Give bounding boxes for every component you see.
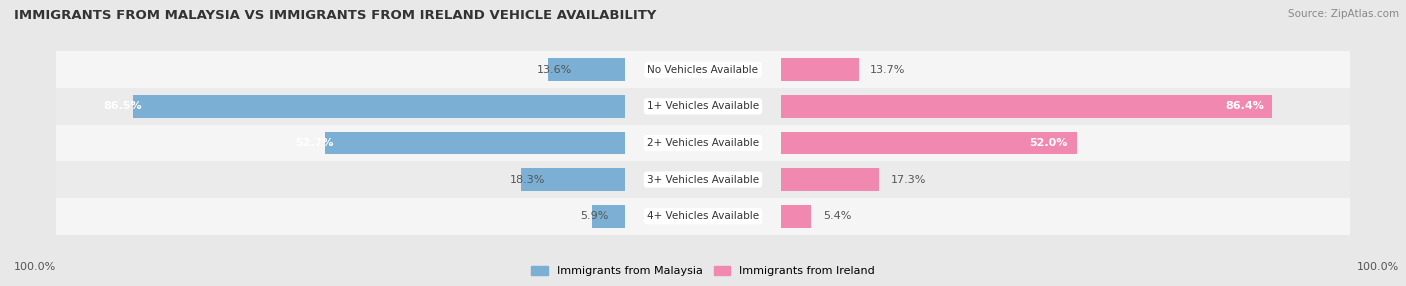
Text: 52.7%: 52.7% [295, 138, 335, 148]
Text: 100.0%: 100.0% [1357, 262, 1399, 272]
FancyBboxPatch shape [56, 125, 626, 161]
Bar [780, 132, 1077, 154]
Bar [780, 58, 859, 81]
Text: 17.3%: 17.3% [890, 175, 925, 184]
FancyBboxPatch shape [626, 198, 780, 235]
FancyBboxPatch shape [780, 198, 1350, 235]
Text: 13.6%: 13.6% [537, 65, 572, 75]
Text: 4+ Vehicles Available: 4+ Vehicles Available [647, 211, 759, 221]
FancyBboxPatch shape [56, 161, 626, 198]
Legend: Immigrants from Malaysia, Immigrants from Ireland: Immigrants from Malaysia, Immigrants fro… [527, 261, 879, 281]
Text: 5.4%: 5.4% [823, 211, 851, 221]
Text: 1+ Vehicles Available: 1+ Vehicles Available [647, 102, 759, 111]
FancyBboxPatch shape [780, 125, 1350, 161]
Bar [134, 95, 626, 118]
Text: Source: ZipAtlas.com: Source: ZipAtlas.com [1288, 9, 1399, 19]
Text: 100.0%: 100.0% [14, 262, 56, 272]
Text: 3+ Vehicles Available: 3+ Vehicles Available [647, 175, 759, 184]
Text: 86.5%: 86.5% [103, 102, 142, 111]
Text: 13.7%: 13.7% [870, 65, 905, 75]
FancyBboxPatch shape [56, 198, 626, 235]
Bar [592, 205, 626, 228]
Text: 86.4%: 86.4% [1225, 102, 1264, 111]
FancyBboxPatch shape [56, 88, 626, 125]
Text: IMMIGRANTS FROM MALAYSIA VS IMMIGRANTS FROM IRELAND VEHICLE AVAILABILITY: IMMIGRANTS FROM MALAYSIA VS IMMIGRANTS F… [14, 9, 657, 21]
FancyBboxPatch shape [626, 125, 780, 161]
Bar [780, 205, 811, 228]
Text: 52.0%: 52.0% [1029, 138, 1069, 148]
Bar [548, 58, 626, 81]
FancyBboxPatch shape [780, 161, 1350, 198]
FancyBboxPatch shape [626, 161, 780, 198]
FancyBboxPatch shape [780, 51, 1350, 88]
Bar [780, 95, 1272, 118]
Text: 2+ Vehicles Available: 2+ Vehicles Available [647, 138, 759, 148]
Bar [325, 132, 626, 154]
Bar [780, 168, 879, 191]
FancyBboxPatch shape [626, 51, 780, 88]
Text: 5.9%: 5.9% [581, 211, 609, 221]
Bar [522, 168, 626, 191]
Text: 18.3%: 18.3% [510, 175, 546, 184]
FancyBboxPatch shape [56, 51, 626, 88]
Text: No Vehicles Available: No Vehicles Available [648, 65, 758, 75]
FancyBboxPatch shape [780, 88, 1350, 125]
FancyBboxPatch shape [626, 88, 780, 125]
